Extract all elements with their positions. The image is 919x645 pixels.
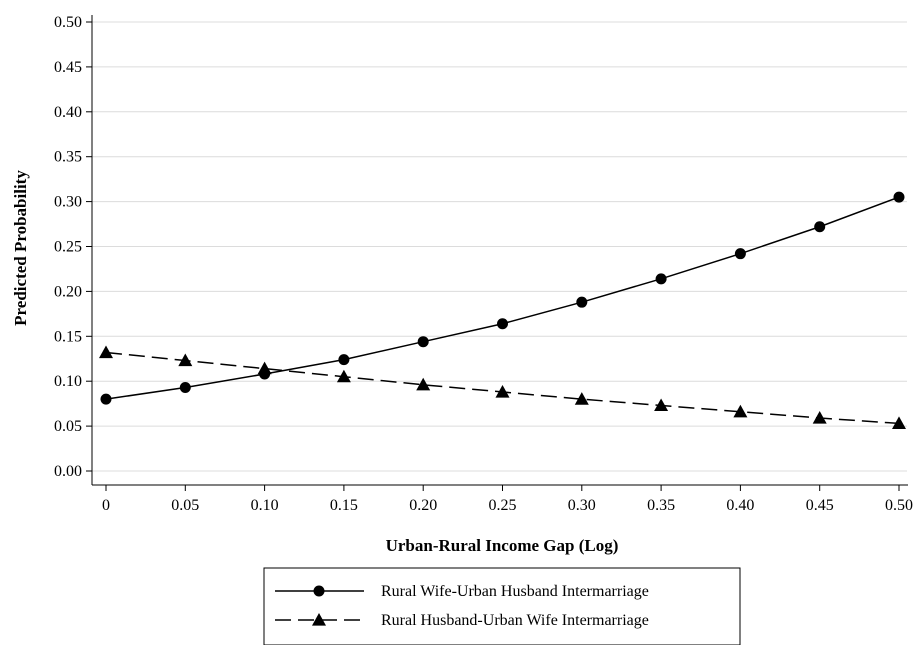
y-tick-label: 0.05 <box>54 418 82 435</box>
legend-label: Rural Husband-Urban Wife Intermarriage <box>381 612 649 629</box>
data-point-circle <box>313 585 325 597</box>
data-point-triangle <box>416 377 431 391</box>
y-tick-label: 0.00 <box>54 463 82 480</box>
data-point-circle <box>576 296 588 308</box>
x-tick-label: 0.45 <box>806 497 834 514</box>
y-tick-label: 0.40 <box>54 104 82 121</box>
data-point-triangle <box>654 398 669 412</box>
x-tick-label: 0.20 <box>409 497 437 514</box>
x-tick-label: 0.25 <box>489 497 517 514</box>
x-tick-label: 0.50 <box>885 497 913 514</box>
y-tick-label: 0.10 <box>54 373 82 390</box>
x-tick-label: 0.35 <box>647 497 675 514</box>
x-tick-label: 0.10 <box>251 497 279 514</box>
data-point-circle <box>417 336 429 348</box>
data-point-circle <box>655 273 667 285</box>
data-point-triangle <box>733 404 748 418</box>
data-point-triangle <box>495 384 510 398</box>
x-axis-title: Urban-Rural Income Gap (Log) <box>386 536 619 555</box>
y-tick-label: 0.25 <box>54 239 82 256</box>
x-tick-label: 0.40 <box>726 497 754 514</box>
x-tick-label: 0.05 <box>171 497 199 514</box>
legend-box <box>263 567 741 645</box>
y-axis-title: Predicted Probability <box>11 170 30 326</box>
series-layer <box>99 191 906 430</box>
data-point-circle <box>497 318 508 330</box>
series-1 <box>100 191 905 405</box>
data-point-circle <box>338 354 350 366</box>
data-point-triangle <box>257 361 272 375</box>
y-tick-label: 0.15 <box>54 328 82 345</box>
data-point-triangle <box>892 416 906 430</box>
y-tick-label: 0.35 <box>54 149 82 166</box>
data-point-triangle <box>312 613 326 626</box>
legend: Rural Wife-Urban Husband Intermarriage Ru… <box>263 567 741 645</box>
x-tick-label: 0.30 <box>568 497 596 514</box>
legend-label: Rural Wife-Urban Husband Intermarriage <box>381 583 649 600</box>
y-tick-label: 0.45 <box>54 59 82 76</box>
x-tick-label: 0.15 <box>330 497 358 514</box>
y-tick-label: 0.20 <box>54 283 82 300</box>
data-point-triangle <box>574 392 589 405</box>
y-tick-label: 0.50 <box>54 14 82 31</box>
y-axis-ticks: 0.00 0.05 0.10 0.15 0.20 0.25 0.30 0.35 0.40 0.45… <box>54 14 92 480</box>
x-tick-label: 0 <box>102 497 110 514</box>
data-point-triangle <box>99 345 113 359</box>
data-point-circle <box>893 191 905 203</box>
series-2 <box>99 345 906 430</box>
y-tick-label: 0.30 <box>54 194 82 211</box>
data-point-triangle <box>178 353 193 367</box>
axes <box>91 15 908 486</box>
data-point-circle <box>734 248 746 260</box>
data-point-triangle <box>336 369 351 383</box>
series-line <box>105 196 900 400</box>
grid-lines <box>92 21 907 472</box>
data-point-triangle <box>812 411 827 424</box>
data-point-circle <box>179 381 191 393</box>
x-axis-ticks: 0 0.05 0.10 0.15 0.20 0.25 0.30 0.35 0.40 0.45 0.5… <box>102 485 913 514</box>
data-point-circle <box>100 393 112 405</box>
data-point-circle <box>814 221 826 233</box>
